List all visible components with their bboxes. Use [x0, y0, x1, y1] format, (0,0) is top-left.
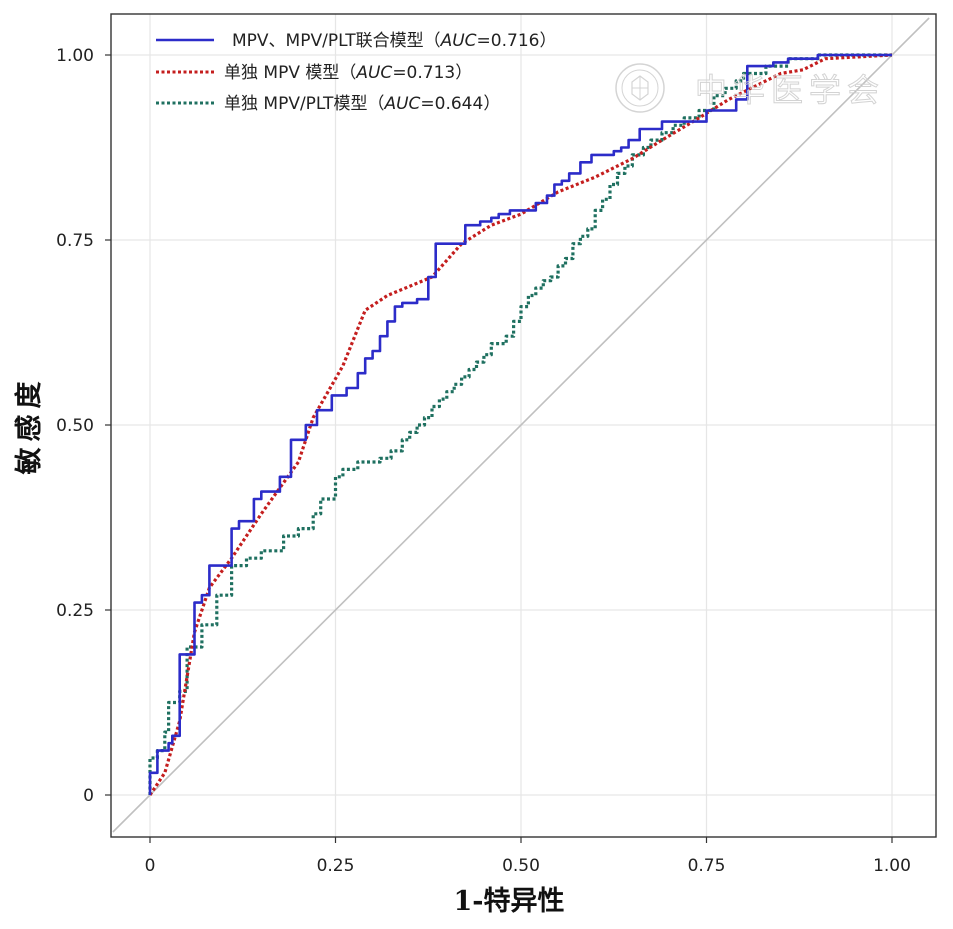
legend-label-0: MPV、MPV/PLT联合模型（AUC=0.716） [232, 31, 556, 51]
legend-series-name-2: 单独 MPV/PLT模型 [224, 94, 367, 114]
legend-item-0: MPV、MPV/PLT联合模型（AUC=0.716） [156, 31, 556, 51]
series-line-0 [148, 53, 892, 795]
y-axis-ticks: 0 0.25 0.50 0.75 1.00 [56, 46, 111, 806]
y-axis-title: 敏感度 [13, 376, 45, 476]
legend-auc-prefix-2: AUC [383, 94, 420, 114]
x-tick-label-0: 0 [145, 856, 156, 876]
legend-series-name-0: MPV、MPV/PLT联合模型 [232, 31, 424, 51]
y-tick-label-1: 0.25 [56, 601, 94, 621]
y-tick-label-4: 1.00 [56, 46, 94, 66]
legend-auc-prefix-0: AUC [440, 31, 477, 51]
y-tick-label-0: 0 [83, 786, 94, 806]
legend-series-name-1: 单独 MPV 模型 [224, 63, 339, 83]
series-lines [148, 53, 893, 796]
x-axis-title: 1-特异性 [454, 886, 565, 917]
reference-diagonal [112, 17, 930, 833]
legend-auc-prefix-1: AUC [355, 63, 392, 83]
legend-item-1: 单独 MPV 模型（AUC=0.713） [156, 63, 472, 83]
legend-label-2: 单独 MPV/PLT模型（AUC=0.644） [224, 94, 500, 114]
legend-auc-value-1: =0.713 [392, 63, 455, 83]
reference-line [112, 17, 930, 833]
legend-auc-value-2: =0.644 [420, 94, 483, 114]
legend: MPV、MPV/PLT联合模型（AUC=0.716） 单独 MPV 模型（AUC=… [156, 31, 556, 114]
x-tick-label-2: 0.50 [502, 856, 540, 876]
x-axis-ticks: 0 0.25 0.50 0.75 1.00 [145, 837, 911, 876]
seal-logo-icon [615, 63, 665, 113]
legend-item-2: 单独 MPV/PLT模型（AUC=0.644） [156, 94, 500, 114]
y-tick-label-2: 0.50 [56, 416, 94, 436]
grid-lines [111, 14, 936, 837]
legend-label-1: 单独 MPV 模型（AUC=0.713） [224, 63, 472, 83]
x-tick-label-4: 1.00 [873, 856, 911, 876]
legend-auc-value-0: =0.716 [477, 31, 540, 51]
series-line-2 [148, 53, 892, 795]
watermark-text: 中华医学会 [695, 71, 885, 109]
watermark: 中华医学会 [615, 63, 885, 113]
x-tick-label-3: 0.75 [688, 856, 726, 876]
x-tick-label-1: 0.25 [317, 856, 355, 876]
y-tick-label-3: 0.75 [56, 231, 94, 251]
